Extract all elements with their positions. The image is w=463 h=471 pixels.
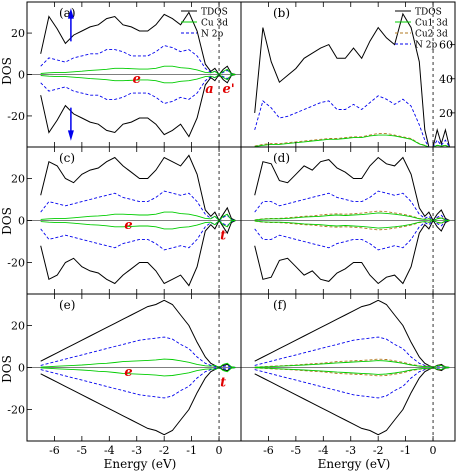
- x-tick-label: -6: [49, 444, 60, 457]
- series-line-n-2p-spin-down: [254, 219, 450, 251]
- orbital-annotation: t: [220, 228, 226, 243]
- spin-down-arrow-head: [67, 130, 74, 141]
- x-axis-label-right: Energy (eV): [318, 457, 391, 471]
- series-line-tdos-spin-down: [40, 366, 236, 436]
- y-axis-label-middle: DOS: [0, 207, 14, 235]
- orbital-annotation: e: [133, 72, 141, 87]
- series-line-n-2p: [254, 336, 450, 368]
- legend-entry: Cu 3d: [201, 19, 228, 29]
- panel-label: (f): [273, 298, 287, 312]
- series-line-tdos: [40, 154, 236, 222]
- y-tick-label: -20: [7, 110, 25, 123]
- plot-area-d: [241, 156, 455, 285]
- plot-area-a: [27, 11, 241, 138]
- y-tick-label: 20: [11, 27, 25, 40]
- series-line-n-2p-spin-down: [40, 367, 236, 399]
- series-line-cu-3d: [40, 65, 236, 76]
- x-tick-label: -3: [345, 444, 356, 457]
- x-axis-label-left: Energy (eV): [104, 457, 177, 471]
- panel-frame: [240, 293, 456, 442]
- series-line-tdos: [254, 156, 450, 222]
- legend-entry: N 2p: [201, 30, 223, 40]
- series-line-cu2-3d: [254, 132, 450, 147]
- y-axis-label-bottom: DOS: [0, 355, 14, 383]
- orbital-annotation: e': [223, 82, 235, 97]
- series-line-tdos-spin-down: [40, 219, 236, 287]
- series-line-tdos-spin-down: [254, 366, 450, 436]
- legend-entry: Cu1 3d: [415, 19, 448, 29]
- series-line-cu-3d: [40, 211, 236, 222]
- legend-entry: TDOS: [201, 8, 228, 18]
- series-line-tdos: [254, 12, 450, 147]
- x-tick-label: 0: [430, 444, 437, 457]
- y-tick-label: -20: [7, 257, 25, 270]
- legend-entry: Cu2 3d: [415, 30, 448, 40]
- series-line-n-2p: [40, 336, 236, 368]
- orbital-annotation: a: [205, 82, 213, 97]
- y-tick-label: 40: [439, 73, 453, 86]
- series-line-cu1-3d: [254, 212, 450, 221]
- plot-area-e: [27, 299, 241, 436]
- x-tick-label: -4: [318, 444, 329, 457]
- x-tick-label: -1: [186, 444, 197, 457]
- panel-label: (d): [273, 151, 290, 165]
- plot-area-b: [254, 12, 450, 147]
- y-tick-label: 0: [18, 215, 25, 228]
- series-line-n-2p: [40, 45, 236, 76]
- x-tick-label: -1: [400, 444, 411, 457]
- series-line-cu-3d-spin-down: [40, 73, 236, 84]
- spin-up-arrow-head: [67, 8, 74, 19]
- x-tick-label: -5: [77, 444, 88, 457]
- plot-area-c: [27, 154, 241, 287]
- series-line-tdos: [40, 11, 236, 76]
- series-line-cu1-3d: [254, 360, 450, 368]
- series-line-n-2p-spin-down: [254, 367, 450, 399]
- series-line-n-2p: [40, 190, 236, 222]
- y-tick-label: 20: [439, 107, 453, 120]
- x-tick-label: -5: [291, 444, 302, 457]
- series-line-tdos-spin-down: [254, 219, 450, 285]
- plot-area-f: [241, 299, 455, 436]
- x-tick-label: -2: [373, 444, 384, 457]
- x-tick-label: 0: [216, 444, 223, 457]
- series-line-cu1-3d-spin-down: [254, 220, 450, 229]
- legend-entry: TDOS: [415, 8, 442, 18]
- series-line-cu-3d-spin-down: [40, 219, 236, 230]
- y-axis-label-top: DOS: [0, 57, 14, 85]
- y-tick-label: 20: [11, 320, 25, 333]
- series-line-cu-3d: [40, 358, 236, 369]
- y-tick-label: -20: [7, 404, 25, 417]
- series-line-n-2p: [254, 190, 450, 222]
- y-tick-label: 0: [18, 362, 25, 375]
- y-tick-label: 20: [11, 173, 25, 186]
- x-tick-label: -2: [159, 444, 170, 457]
- series-line-n-2p-spin-down: [40, 73, 236, 104]
- panel-label: (c): [59, 151, 75, 165]
- orbital-annotation: e: [124, 365, 132, 380]
- x-tick-label: -4: [104, 444, 115, 457]
- panel-label: (e): [59, 298, 75, 312]
- series-line-cu1-3d-spin-down: [254, 367, 450, 375]
- orbital-annotation: t: [220, 375, 226, 390]
- series-line-tdos-spin-down: [40, 73, 236, 138]
- series-line-n-2p: [254, 95, 450, 147]
- series-line-cu1-3d: [254, 134, 450, 147]
- panel-label: (b): [273, 6, 290, 20]
- x-tick-label: -3: [131, 444, 142, 457]
- x-tick-label: -6: [263, 444, 274, 457]
- series-line-cu-3d-spin-down: [40, 366, 236, 377]
- y-tick-label: 0: [18, 69, 25, 82]
- orbital-annotation: e: [124, 218, 132, 233]
- legend-entry: N 2p: [415, 41, 437, 51]
- series-line-n-2p-spin-down: [40, 219, 236, 251]
- y-tick-label: 60: [439, 39, 453, 52]
